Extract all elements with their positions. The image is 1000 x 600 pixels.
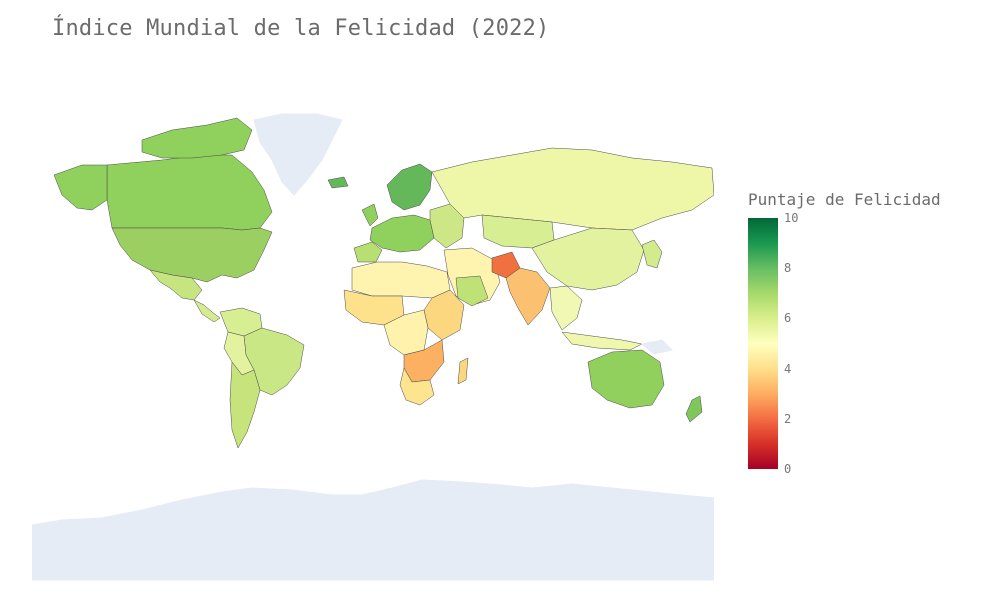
region-iberia[interactable] [353,241,383,263]
region-central-america[interactable] [193,299,221,323]
region-australia[interactable] [587,349,665,409]
region-alaska[interactable] [53,164,108,211]
region-usa[interactable] [111,227,273,283]
region-antarctica [32,479,714,581]
colorbar-tick-6: 6 [784,311,792,325]
region-arctic-islands[interactable] [141,117,253,159]
region-south-africa[interactable] [399,367,435,406]
region-japan-korea[interactable] [641,239,663,269]
colorbar-tick-0: 0 [784,462,792,476]
colorbar-gradient [748,218,778,469]
region-scandinavia[interactable] [386,163,433,211]
region-india-pakistan[interactable] [505,267,551,326]
region-papua[interactable] [640,339,673,355]
colorbar-tick-2: 2 [784,412,792,426]
colorbar-tick-8: 8 [784,261,792,275]
region-greenland [253,113,343,196]
region-russia[interactable] [431,147,714,231]
chart-title: Índice Mundial de la Felicidad (2022) [52,16,550,41]
colorbar-tick-10: 10 [784,211,799,225]
region-uk[interactable] [361,203,379,227]
region-new-zealand[interactable] [685,395,703,423]
colorbar-tick-4: 4 [784,362,792,376]
region-saudi-arabia[interactable] [455,275,489,307]
region-north-africa[interactable] [351,261,451,299]
world-map-svg[interactable] [32,100,714,582]
choropleth-map[interactable] [32,100,714,582]
region-indonesia[interactable] [561,331,643,351]
colorbar-title: Puntaje de Felicidad [748,190,941,209]
region-canada[interactable] [106,154,273,231]
region-southeast-asia[interactable] [549,285,583,331]
region-iceland[interactable] [327,176,349,189]
region-argentina-chile[interactable] [229,361,261,449]
colorbar: Puntaje de Felicidad 10 8 6 4 2 0 [748,190,988,480]
region-madagascar[interactable] [457,357,469,385]
region-central-africa[interactable] [383,309,429,356]
region-western-europe[interactable] [369,214,435,253]
region-china-mongolia[interactable] [531,227,645,291]
